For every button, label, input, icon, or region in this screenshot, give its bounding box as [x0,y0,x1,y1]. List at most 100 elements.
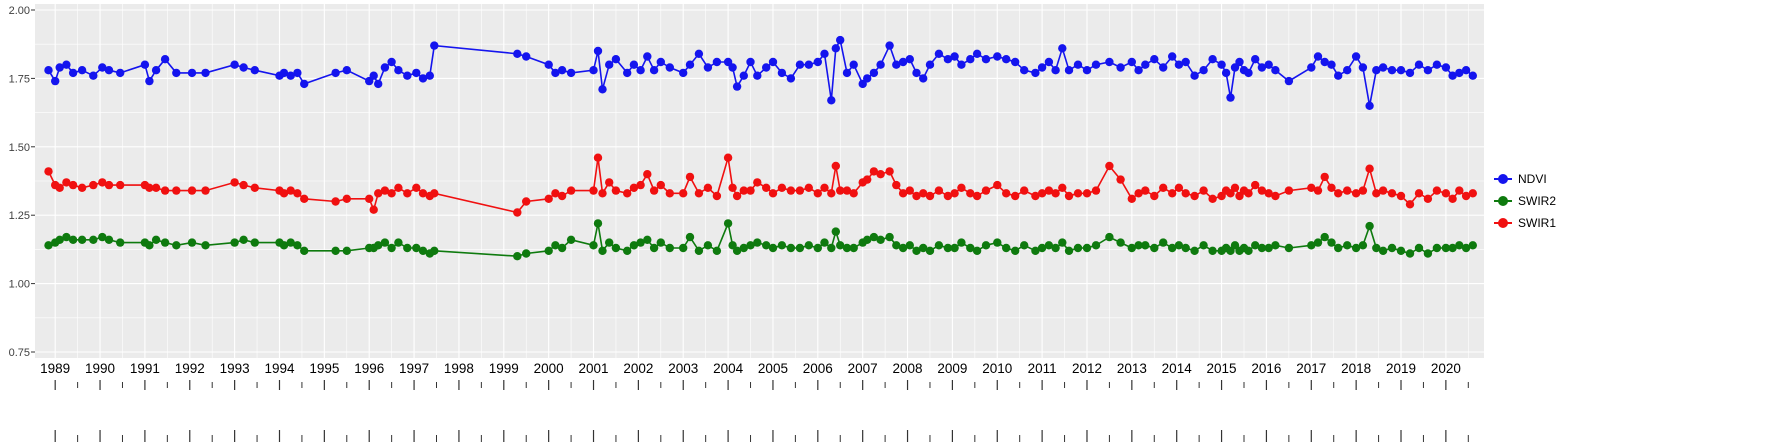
x-tick-label: 1998 [444,361,474,376]
data-point [151,235,161,244]
data-point [1378,246,1388,255]
legend-item-swir1: SWIR1 [1494,216,1556,230]
x-tick-label: 2007 [848,361,878,376]
legend-key-icon [1494,194,1512,208]
data-point [649,243,659,253]
data-point [934,186,944,195]
data-point [1455,241,1464,250]
data-point [1091,241,1101,250]
data-point [643,170,652,179]
data-point [1320,232,1329,242]
data-point [643,52,652,61]
data-point [1073,189,1083,198]
data-point [905,241,914,250]
data-point [1387,66,1397,75]
data-point [966,189,975,198]
data-point [557,243,567,253]
x-tick-label: 2002 [623,361,653,376]
data-point [1257,243,1267,253]
data-point [300,194,309,203]
data-point [1405,249,1415,258]
data-point [1365,164,1374,173]
data-point [1423,249,1433,258]
data-point [1168,189,1177,198]
data-point [598,85,607,94]
x-tick-label: 2016 [1251,361,1281,376]
data-point [739,243,748,253]
data-point [831,44,840,53]
data-point [1174,60,1184,69]
data-point [116,238,125,247]
data-point [1358,241,1368,250]
data-point [1468,71,1478,80]
data-point [160,238,170,247]
data-point [1105,57,1114,67]
data-point [187,186,197,195]
x-axis-ticks [54,380,1469,442]
data-point [786,74,796,83]
data-point [629,183,639,192]
data-point [679,189,688,198]
x-tick-label: 2015 [1207,361,1237,376]
x-tick-label: 2019 [1386,361,1416,376]
data-point [732,82,742,91]
data-point [62,60,71,69]
data-point [557,66,567,75]
data-point [551,189,560,198]
data-point [374,241,383,250]
data-point [374,79,383,89]
y-tick-label: 1.00 [9,279,30,291]
data-point [636,180,645,190]
data-point [589,66,598,75]
data-point [804,60,813,69]
data-point [1230,183,1240,192]
data-point [1432,243,1442,253]
data-point [394,183,403,192]
data-point [1432,186,1442,195]
data-point [1378,186,1388,195]
data-point [1251,55,1260,64]
data-point [1284,76,1294,86]
data-point [957,183,966,192]
data-point [827,96,836,105]
x-axis: 1989 1990 1991 1992 1993 1994 1995 1996 1997 1998… [40,361,1461,376]
data-point [869,68,879,78]
data-point [605,238,614,247]
data-point [679,243,688,253]
data-point [665,189,674,198]
data-point [1044,57,1054,67]
data-point [1264,189,1273,198]
data-point [1037,189,1047,198]
data-point [387,189,396,198]
data-point [1073,243,1083,253]
x-tick-label: 2013 [1117,361,1147,376]
data-point [863,74,872,83]
y-tick-label: 1.50 [9,142,30,154]
data-point [1334,243,1343,253]
x-tick-label: 2017 [1296,361,1326,376]
data-point [1284,243,1294,253]
data-point [1116,63,1125,72]
data-point [1351,189,1361,198]
data-point [293,189,302,198]
x-tick-label: 2020 [1431,361,1461,376]
data-point [279,68,289,78]
data-point [1073,60,1083,69]
data-point [849,243,858,253]
data-point [777,241,787,250]
data-point [820,49,829,58]
data-point [1168,243,1177,253]
data-point [649,66,659,75]
data-point [739,186,748,195]
data-point [1327,238,1336,247]
x-tick-label: 2014 [1162,361,1193,376]
data-point [62,232,71,242]
data-point [820,183,829,192]
y-tick-label: 1.25 [9,210,30,222]
data-point [885,41,894,50]
data-point [98,178,107,187]
data-point [1372,66,1381,75]
data-point [1448,243,1457,253]
data-point [703,183,713,192]
data-point [943,243,953,253]
